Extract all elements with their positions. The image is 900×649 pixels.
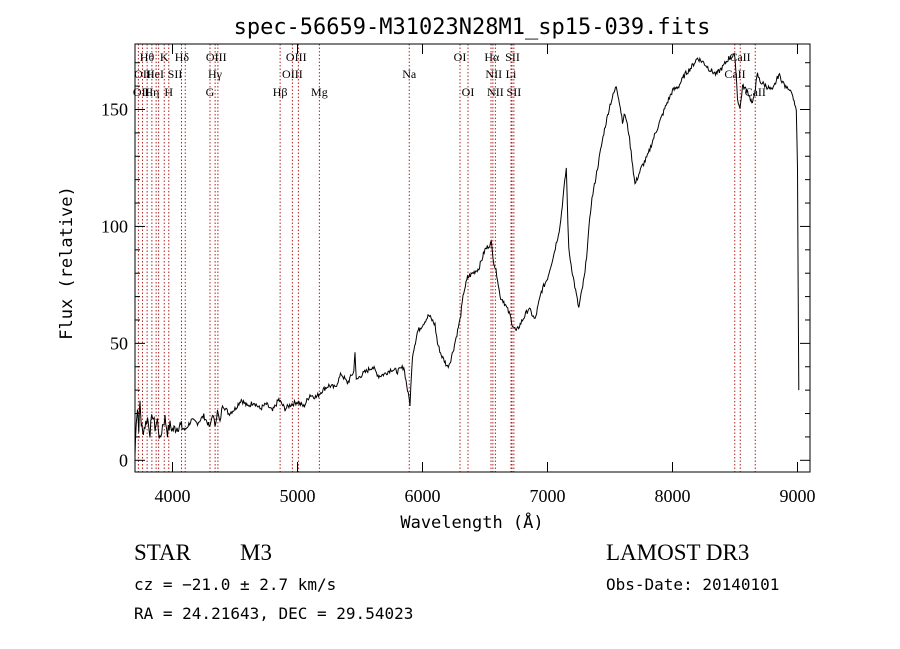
line-label-13: OIII bbox=[282, 67, 303, 81]
line-label-6: Hα bbox=[484, 50, 500, 64]
line-label-21: G bbox=[206, 85, 215, 99]
y-tick-label-0: 0 bbox=[119, 450, 128, 470]
line-label-1: K bbox=[160, 50, 169, 64]
object-class: STAR bbox=[134, 540, 191, 565]
redshift-cz: cz = −21.0 ± 2.7 km/s bbox=[134, 575, 337, 594]
y-tick-label-50: 50 bbox=[110, 333, 128, 353]
line-label-26: SII bbox=[507, 85, 522, 99]
y-tick-label-100: 100 bbox=[101, 216, 128, 236]
line-label-25: NII bbox=[487, 85, 504, 99]
line-label-9: OII bbox=[134, 67, 151, 81]
line-label-11: SII bbox=[168, 67, 183, 81]
y-axis-ticks: 0 50 100 150 bbox=[101, 62, 810, 470]
line-label-15: NII bbox=[485, 67, 502, 81]
line-label-2: Hδ bbox=[175, 50, 190, 64]
line-label-4: OIII bbox=[286, 50, 307, 64]
line-label-17: CaII bbox=[724, 67, 745, 81]
line-label-14: Na bbox=[402, 67, 417, 81]
line-label-24: OI bbox=[462, 85, 475, 99]
emission-line-markers bbox=[137, 44, 756, 472]
y-tick-label-150: 150 bbox=[101, 99, 128, 119]
spectrum-series-line bbox=[134, 52, 800, 456]
line-label-10: HeI bbox=[146, 67, 164, 81]
line-label-0: Hθ bbox=[140, 50, 155, 64]
line-label-23: Mg bbox=[311, 85, 328, 99]
line-label-20: H bbox=[164, 85, 173, 99]
x-tick-label-9000: 9000 bbox=[780, 486, 816, 506]
plot-frame bbox=[134, 43, 811, 473]
survey-name: LAMOST DR3 bbox=[606, 540, 750, 565]
x-tick-label-7000: 7000 bbox=[530, 486, 566, 506]
coordinates: RA = 24.21643, DEC = 29.54023 bbox=[134, 604, 414, 623]
chart-title: spec-56659-M31023N28M1_sp15-039.fits bbox=[234, 15, 711, 40]
line-label-19: Hη bbox=[145, 85, 160, 99]
x-axis-ticks: 4000 5000 6000 7000 8000 9000 bbox=[155, 44, 816, 506]
line-label-16: Li bbox=[506, 67, 517, 81]
x-tick-label-6000: 6000 bbox=[405, 486, 441, 506]
observation-date: Obs-Date: 20140101 bbox=[606, 575, 780, 594]
x-tick-label-8000: 8000 bbox=[655, 486, 691, 506]
line-label-3: OIII bbox=[206, 50, 227, 64]
line-label-5: OI bbox=[454, 50, 467, 64]
line-label-12: Hγ bbox=[208, 67, 223, 81]
line-label-22: Hβ bbox=[273, 85, 288, 99]
object-subclass: M3 bbox=[240, 540, 272, 565]
line-label-18: OII bbox=[133, 85, 150, 99]
x-tick-label-5000: 5000 bbox=[280, 486, 316, 506]
x-axis-label: Wavelength (Å) bbox=[400, 511, 543, 533]
x-tick-label-4000: 4000 bbox=[155, 486, 191, 506]
line-label-7: SII bbox=[505, 50, 520, 64]
y-axis-label: Flux (relative) bbox=[57, 186, 77, 340]
